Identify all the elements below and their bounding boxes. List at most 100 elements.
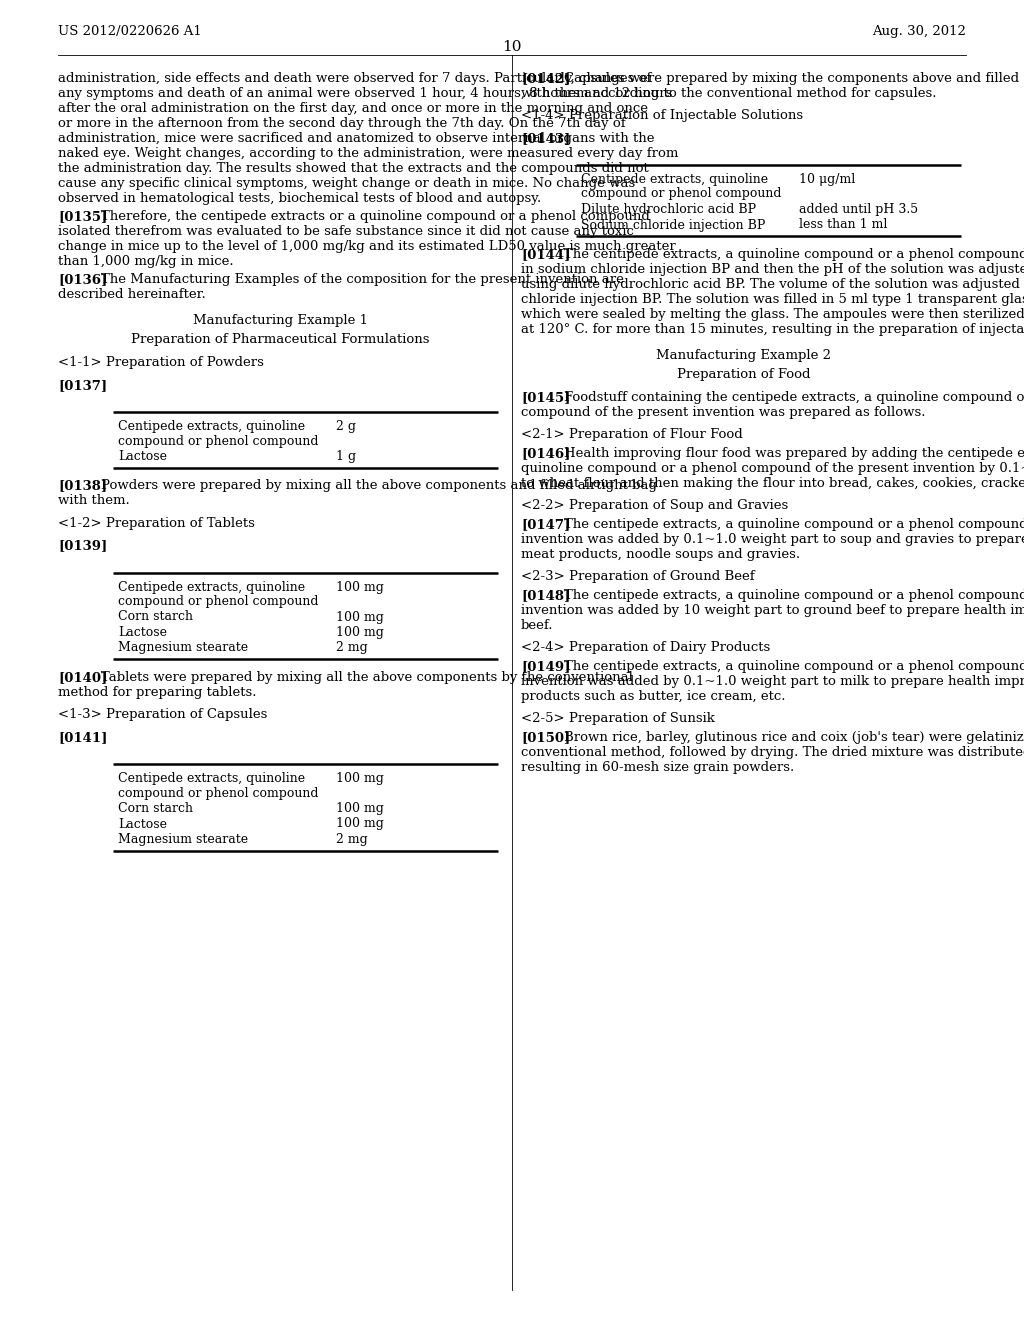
Text: in sodium chloride injection BP and then the pH of the solution was adjusted to : in sodium chloride injection BP and then… (521, 263, 1024, 276)
Text: 1 g: 1 g (336, 450, 356, 463)
Text: Dilute hydrochloric acid BP: Dilute hydrochloric acid BP (581, 203, 756, 216)
Text: <2-1> Preparation of Flour Food: <2-1> Preparation of Flour Food (521, 428, 742, 441)
Text: Manufacturing Example 1: Manufacturing Example 1 (193, 314, 368, 327)
Text: the administration day. The results showed that the extracts and the compounds d: the administration day. The results show… (58, 162, 649, 176)
Text: [0143]: [0143] (521, 132, 570, 145)
Text: compound or phenol compound: compound or phenol compound (118, 434, 318, 447)
Text: cause any specific clinical symptoms, weight change or death in mice. No change : cause any specific clinical symptoms, we… (58, 177, 635, 190)
Text: change in mice up to the level of 1,000 mg/kg and its estimated LD50 value is mu: change in mice up to the level of 1,000 … (58, 240, 676, 253)
Text: [0136]: [0136] (58, 273, 108, 286)
Text: Powders were prepared by mixing all the above components and filled airtight bag: Powders were prepared by mixing all the … (100, 479, 656, 492)
Text: <2-2> Preparation of Soup and Gravies: <2-2> Preparation of Soup and Gravies (521, 499, 788, 512)
Text: Aug. 30, 2012: Aug. 30, 2012 (872, 25, 966, 38)
Text: to wheat flour and then making the flour into bread, cakes, cookies, crackers an: to wheat flour and then making the flour… (521, 477, 1024, 490)
Text: invention was added by 10 weight part to ground beef to prepare health improving: invention was added by 10 weight part to… (521, 605, 1024, 616)
Text: invention was added by 0.1~1.0 weight part to milk to prepare health improving d: invention was added by 0.1~1.0 weight pa… (521, 675, 1024, 688)
Text: Magnesium stearate: Magnesium stearate (118, 642, 248, 655)
Text: Manufacturing Example 2: Manufacturing Example 2 (656, 348, 831, 362)
Text: [0141]: [0141] (58, 731, 108, 744)
Text: Magnesium stearate: Magnesium stearate (118, 833, 248, 846)
Text: products such as butter, ice cream, etc.: products such as butter, ice cream, etc. (521, 690, 785, 704)
Text: <1-4> Preparation of Injectable Solutions: <1-4> Preparation of Injectable Solution… (521, 110, 803, 121)
Text: 100 mg: 100 mg (336, 803, 384, 814)
Text: [0138]: [0138] (58, 479, 108, 492)
Text: Centipede extracts, quinoline: Centipede extracts, quinoline (581, 173, 768, 186)
Text: Centipede extracts, quinoline: Centipede extracts, quinoline (118, 772, 305, 785)
Text: compound or phenol compound: compound or phenol compound (118, 595, 318, 609)
Text: invention was added by 0.1~1.0 weight part to soup and gravies to prepare health: invention was added by 0.1~1.0 weight pa… (521, 533, 1024, 546)
Text: described hereinafter.: described hereinafter. (58, 288, 206, 301)
Text: US 2012/0220626 A1: US 2012/0220626 A1 (58, 25, 202, 38)
Text: less than 1 ml: less than 1 ml (799, 219, 888, 231)
Text: The Manufacturing Examples of the composition for the present invention are: The Manufacturing Examples of the compos… (100, 273, 624, 286)
Text: 10: 10 (502, 40, 522, 54)
Text: <1-2> Preparation of Tablets: <1-2> Preparation of Tablets (58, 516, 255, 529)
Text: Preparation of Pharmaceutical Formulations: Preparation of Pharmaceutical Formulatio… (131, 333, 430, 346)
Text: quinoline compound or a phenol compound of the present invention by 0.1~10.0 wei: quinoline compound or a phenol compound … (521, 462, 1024, 475)
Text: The centipede extracts, a quinoline compound or a phenol compound of the present: The centipede extracts, a quinoline comp… (564, 660, 1024, 673)
Text: Lactose: Lactose (118, 626, 167, 639)
Text: at 120° C. for more than 15 minutes, resulting in the preparation of injectable : at 120° C. for more than 15 minutes, res… (521, 323, 1024, 337)
Text: any symptoms and death of an animal were observed 1 hour, 4 hours, 8 hours and 1: any symptoms and death of an animal were… (58, 87, 673, 100)
Text: Health improving flour food was prepared by adding the centipede extracts, a: Health improving flour food was prepared… (564, 447, 1024, 459)
Text: [0148]: [0148] (521, 589, 570, 602)
Text: which were sealed by melting the glass. The ampoules were then sterilized by aut: which were sealed by melting the glass. … (521, 308, 1024, 321)
Text: 100 mg: 100 mg (336, 610, 384, 623)
Text: naked eye. Weight changes, according to the administration, were measured every : naked eye. Weight changes, according to … (58, 147, 678, 160)
Text: compound or phenol compound: compound or phenol compound (581, 187, 781, 201)
Text: Preparation of Food: Preparation of Food (677, 368, 810, 381)
Text: <2-3> Preparation of Ground Beef: <2-3> Preparation of Ground Beef (521, 570, 755, 583)
Text: administration, side effects and death were observed for 7 days. Particularly, c: administration, side effects and death w… (58, 73, 651, 84)
Text: [0139]: [0139] (58, 540, 108, 553)
Text: isolated therefrom was evaluated to be safe substance since it did not cause any: isolated therefrom was evaluated to be s… (58, 224, 634, 238)
Text: <1-3> Preparation of Capsules: <1-3> Preparation of Capsules (58, 708, 267, 721)
Text: 100 mg: 100 mg (336, 581, 384, 594)
Text: Capsules were prepared by mixing the components above and filled gelatin capsule: Capsules were prepared by mixing the com… (564, 73, 1024, 84)
Text: added until pH 3.5: added until pH 3.5 (799, 203, 919, 216)
Text: or more in the afternoon from the second day through the 7th day. On the 7th day: or more in the afternoon from the second… (58, 117, 626, 129)
Text: [0140]: [0140] (58, 671, 108, 684)
Text: than 1,000 mg/kg in mice.: than 1,000 mg/kg in mice. (58, 255, 233, 268)
Text: administration, mice were sacrificed and anatomized to observe internal organs w: administration, mice were sacrificed and… (58, 132, 654, 145)
Text: [0146]: [0146] (521, 447, 570, 459)
Text: The centipede extracts, a quinoline compound or a phenol compound of the present: The centipede extracts, a quinoline comp… (564, 589, 1024, 602)
Text: [0142]: [0142] (521, 73, 570, 84)
Text: after the oral administration on the first day, and once or more in the morning : after the oral administration on the fir… (58, 102, 648, 115)
Text: 2 g: 2 g (336, 420, 356, 433)
Text: [0149]: [0149] (521, 660, 570, 673)
Text: [0135]: [0135] (58, 210, 108, 223)
Text: [0137]: [0137] (58, 379, 108, 392)
Text: Corn starch: Corn starch (118, 610, 193, 623)
Text: Brown rice, barley, glutinous rice and coix (job's tear) were gelatinized by the: Brown rice, barley, glutinous rice and c… (564, 731, 1024, 744)
Text: <2-4> Preparation of Dairy Products: <2-4> Preparation of Dairy Products (521, 642, 770, 653)
Text: compound of the present invention was prepared as follows.: compound of the present invention was pr… (521, 407, 926, 418)
Text: beef.: beef. (521, 619, 554, 632)
Text: Therefore, the centipede extracts or a quinoline compound or a phenol compound: Therefore, the centipede extracts or a q… (100, 210, 649, 223)
Text: Centipede extracts, quinoline: Centipede extracts, quinoline (118, 420, 305, 433)
Text: [0144]: [0144] (521, 248, 570, 261)
Text: Lactose: Lactose (118, 817, 167, 830)
Text: 2 mg: 2 mg (336, 833, 368, 846)
Text: [0147]: [0147] (521, 517, 570, 531)
Text: with them.: with them. (58, 495, 130, 507)
Text: observed in hematological tests, biochemical tests of blood and autopsy.: observed in hematological tests, biochem… (58, 191, 542, 205)
Text: Lactose: Lactose (118, 450, 167, 463)
Text: The centipede extracts, a quinoline compound or a phenol compound of the present: The centipede extracts, a quinoline comp… (564, 517, 1024, 531)
Text: Corn starch: Corn starch (118, 803, 193, 814)
Text: resulting in 60-mesh size grain powders.: resulting in 60-mesh size grain powders. (521, 762, 795, 774)
Text: 2 mg: 2 mg (336, 642, 368, 655)
Text: The centipede extracts, a quinoline compound or a phenol compound was dissolved: The centipede extracts, a quinoline comp… (564, 248, 1024, 261)
Text: chloride injection BP. The solution was filled in 5 ml type 1 transparent glass : chloride injection BP. The solution was … (521, 293, 1024, 306)
Text: conventional method, followed by drying. The dried mixture was distributed and p: conventional method, followed by drying.… (521, 746, 1024, 759)
Text: 100 mg: 100 mg (336, 772, 384, 785)
Text: Tablets were prepared by mixing all the above components by the conventional: Tablets were prepared by mixing all the … (100, 671, 633, 684)
Text: <1-1> Preparation of Powders: <1-1> Preparation of Powders (58, 356, 264, 370)
Text: method for preparing tablets.: method for preparing tablets. (58, 686, 256, 700)
Text: meat products, noodle soups and gravies.: meat products, noodle soups and gravies. (521, 548, 800, 561)
Text: [0150]: [0150] (521, 731, 570, 744)
Text: compound or phenol compound: compound or phenol compound (118, 787, 318, 800)
Text: 10 μg/ml: 10 μg/ml (799, 173, 855, 186)
Text: <2-5> Preparation of Sunsik: <2-5> Preparation of Sunsik (521, 711, 715, 725)
Text: 100 mg: 100 mg (336, 817, 384, 830)
Text: Foodstuff containing the centipede extracts, a quinoline compound or a phenol: Foodstuff containing the centipede extra… (564, 391, 1024, 404)
